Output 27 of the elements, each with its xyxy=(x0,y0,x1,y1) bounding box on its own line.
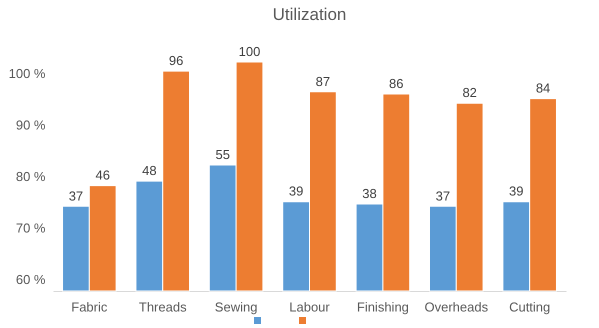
data-label: 82 xyxy=(462,85,477,100)
data-label: 100 xyxy=(238,44,260,59)
x-tick-label: Labour xyxy=(289,300,330,314)
x-tick-label: Fabric xyxy=(71,300,108,314)
y-tick-label: 80 % xyxy=(16,169,46,184)
x-tick-label: Cutting xyxy=(509,300,550,314)
y-tick-label: 100 % xyxy=(8,66,46,81)
x-tick-label: Overheads xyxy=(424,300,489,314)
data-label: 37 xyxy=(436,188,450,204)
chart-title: Utilization xyxy=(272,5,346,24)
x-tick-label: Threads xyxy=(138,300,188,314)
y-tick-label: 70 % xyxy=(16,220,46,236)
data-label: 37 xyxy=(68,188,84,204)
x-tick-label: Sewing xyxy=(214,300,258,314)
y-tick-label: 60 % xyxy=(16,272,46,288)
data-label: 86 xyxy=(389,76,404,92)
data-label: 39 xyxy=(288,184,304,199)
x-tick-label: Finishing xyxy=(356,300,409,314)
data-label: 96 xyxy=(168,53,184,68)
data-label: 46 xyxy=(95,168,110,183)
data-label: 48 xyxy=(142,163,157,178)
data-label: 84 xyxy=(536,80,550,96)
data-label: 39 xyxy=(509,184,524,199)
y-tick-label: 90 % xyxy=(16,117,46,132)
data-label: 38 xyxy=(362,186,377,201)
data-label: 55 xyxy=(215,147,230,162)
data-label: 87 xyxy=(316,74,330,89)
